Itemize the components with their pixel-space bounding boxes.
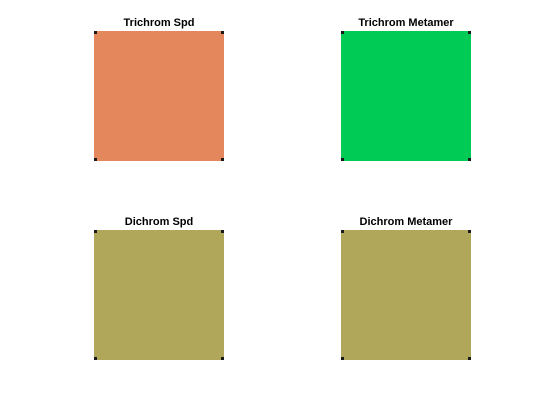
corner-mark: [94, 158, 97, 161]
corner-mark: [221, 31, 224, 34]
corner-mark: [94, 31, 97, 34]
corner-mark: [468, 230, 471, 233]
color-swatch: [94, 31, 224, 161]
corner-mark: [468, 158, 471, 161]
corner-mark: [341, 357, 344, 360]
color-swatch: [341, 230, 471, 360]
corner-mark: [341, 31, 344, 34]
corner-mark: [468, 357, 471, 360]
corner-mark: [221, 357, 224, 360]
corner-mark: [221, 230, 224, 233]
corner-mark: [94, 230, 97, 233]
panel-title: Trichrom Metamer: [358, 17, 454, 29]
panel-title: Trichrom Spd: [123, 17, 195, 29]
corner-mark: [94, 357, 97, 360]
panel-title: Dichrom Metamer: [359, 216, 453, 228]
corner-mark: [341, 158, 344, 161]
color-swatch: [341, 31, 471, 161]
corner-mark: [221, 158, 224, 161]
corner-mark: [468, 31, 471, 34]
corner-mark: [341, 230, 344, 233]
panel-title: Dichrom Spd: [124, 216, 194, 228]
color-swatch: [94, 230, 224, 360]
